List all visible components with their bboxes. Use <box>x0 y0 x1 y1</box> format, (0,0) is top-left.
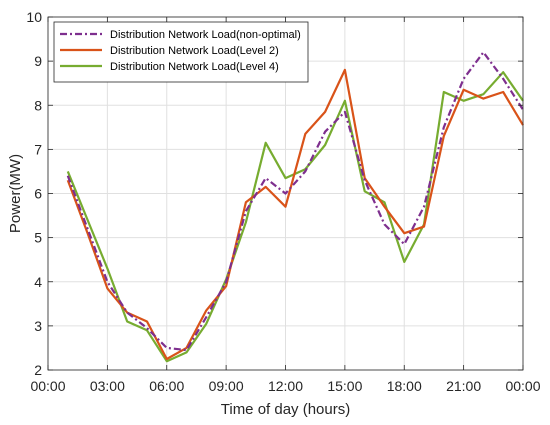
y-tick-label: 3 <box>34 318 42 334</box>
legend-box <box>53 21 309 83</box>
x-tick-label: 00:00 <box>30 378 65 394</box>
y-tick-label: 6 <box>34 186 42 202</box>
legend-label: Distribution Network Load(Level 4) <box>110 61 279 73</box>
y-tick-label: 9 <box>34 53 42 69</box>
x-tick-label: 18:00 <box>387 378 422 394</box>
x-tick-label: 15:00 <box>327 378 362 394</box>
x-tick-label: 00:00 <box>505 378 540 394</box>
x-tick-label: 21:00 <box>446 378 481 394</box>
axis-ticks <box>47 16 524 371</box>
y-tick-label: 4 <box>34 274 42 290</box>
legend-label: Distribution Network Load(non-optimal) <box>110 29 301 41</box>
x-tick-label: 09:00 <box>209 378 244 394</box>
y-tick-label: 8 <box>34 97 42 113</box>
y-tick-label: 10 <box>26 9 42 25</box>
x-axis-title: Time of day (hours) <box>221 401 351 418</box>
y-axis-tick-labels: 2 3 4 5 6 7 8 9 10 <box>26 9 42 378</box>
series-line-1 <box>66 51 524 352</box>
y-tick-label: 7 <box>34 141 42 157</box>
x-axis-tick-labels: 00:00 03:00 06:00 09:00 12:00 15:00 18:00 21:00… <box>30 378 540 394</box>
x-tick-label: 12:00 <box>268 378 303 394</box>
y-axis-title: Power(MW) <box>7 154 24 233</box>
y-tick-label: 5 <box>34 230 42 246</box>
y-tick-label: 2 <box>34 362 42 378</box>
legend: Distribution Network Load(non-optimal) Di… <box>53 21 309 83</box>
x-tick-label: 06:00 <box>149 378 184 394</box>
series-lines <box>66 51 524 363</box>
legend-label: Distribution Network Load(Level 2) <box>110 45 279 57</box>
x-tick-label: 03:00 <box>90 378 125 394</box>
series-line-2 <box>66 68 524 361</box>
